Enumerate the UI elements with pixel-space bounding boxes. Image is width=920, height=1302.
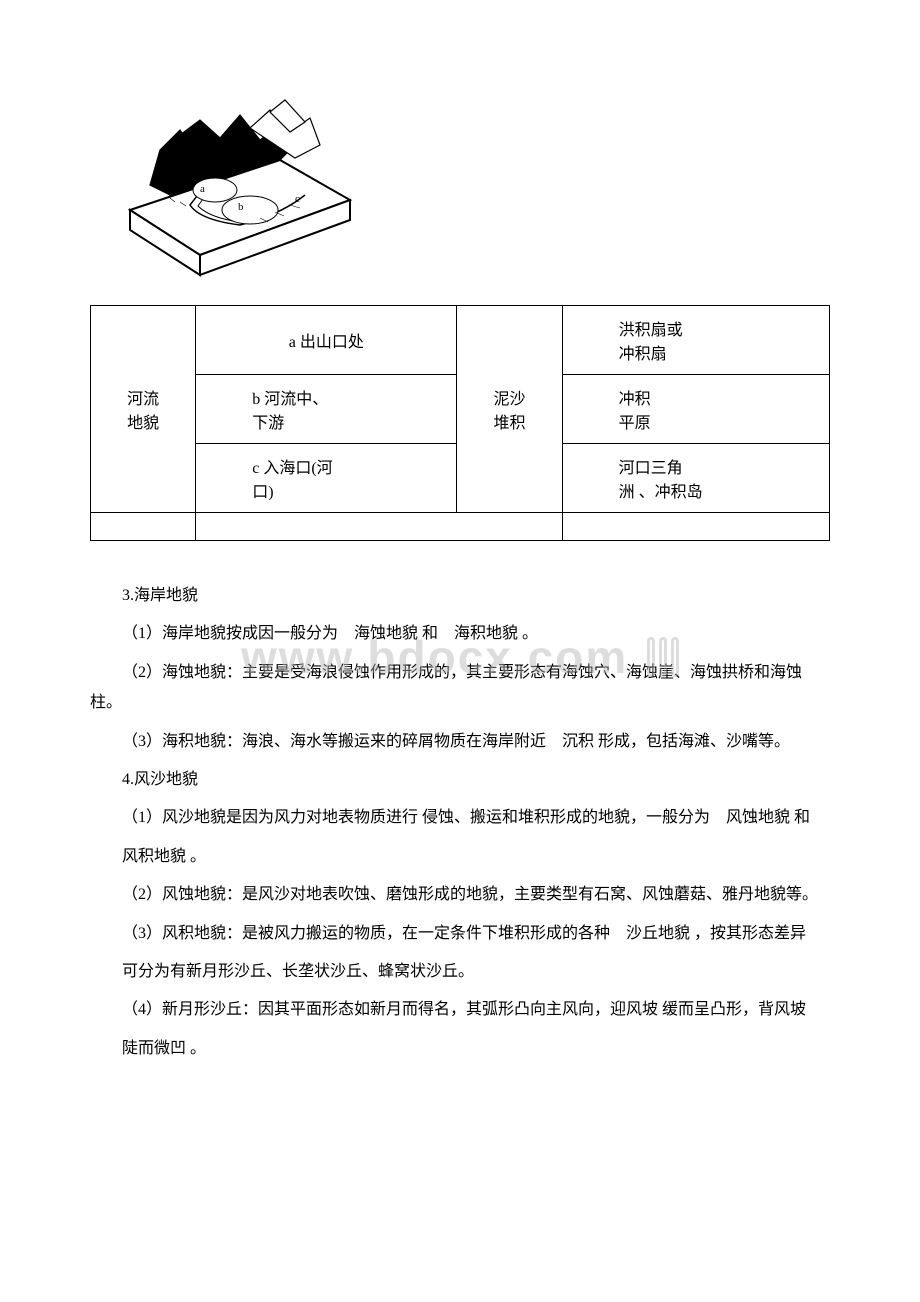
col-landform-type: 河流 地貌 xyxy=(91,306,196,513)
cell-location-b: b 河流中、 下游 xyxy=(196,375,457,444)
cell-text: 洲 、冲积岛 xyxy=(619,484,703,501)
section3-p3: （3）海积地貌：海浪、海水等搬运来的碎屑物质在海岸附近 沉积 形成，包括海滩、沙… xyxy=(90,727,830,757)
cell-text: 河流 xyxy=(127,391,159,408)
cell-text: a 出山口处 xyxy=(289,334,364,351)
section4-p4a: （4）新月形沙丘：因其平面形态如新月而得名，其弧形凸向主风向，迎风坡 缓而呈凸形… xyxy=(90,995,830,1025)
section3-p2: （2）海蚀地貌：主要是受海浪侵蚀作用形成的，其主要形态有海蚀穴、海蚀崖、海蚀拱桥… xyxy=(90,658,830,719)
cell-result-b: 冲积 平原 xyxy=(562,375,829,444)
section4-p1a: （1）风沙地貌是因为风力对地表物质进行 侵蚀、搬运和堆积形成的地貌，一般分为 风… xyxy=(90,803,830,833)
cell-text: 平原 xyxy=(619,415,651,432)
section4-p3a: （3）风积地貌：是被风力搬运的物质，在一定条件下堆积形成的各种 沙丘地貌 ，按其… xyxy=(90,919,830,949)
empty-cell xyxy=(196,513,562,541)
section3-p1: （1）海岸地貌按成因一般分为 海蚀地貌 和 海积地貌 。 xyxy=(90,619,830,649)
cell-text: 堆积 xyxy=(493,415,525,432)
cell-text: 地貌 xyxy=(127,415,159,432)
section4-p4b: 陡而微凹 。 xyxy=(90,1034,830,1064)
cell-text: 河口三角 xyxy=(619,460,683,477)
section4-p2: （2）风蚀地貌：是风沙对地表吹蚀、磨蚀形成的地貌，主要类型有石窝、风蚀蘑菇、雅丹… xyxy=(90,880,830,910)
cell-location-c: c 入海口(河 口) xyxy=(196,444,457,513)
cell-result-c: 河口三角 洲 、冲积岛 xyxy=(562,444,829,513)
svg-text:a: a xyxy=(200,183,205,195)
cell-text: 洪积扇或 xyxy=(619,322,683,339)
empty-cell xyxy=(562,513,829,541)
cell-location-a: a 出山口处 xyxy=(196,306,457,375)
col-process: 泥沙 堆积 xyxy=(457,306,562,513)
cell-text: 冲积 xyxy=(619,391,651,408)
section4-p3b: 可分为有新月形沙丘、长垄状沙丘、蜂窝状沙丘。 xyxy=(90,957,830,987)
river-landform-table: 河流 地貌 a 出山口处 泥沙 堆积 洪积扇或 冲积扇 b 河流中、 下游 冲积… xyxy=(90,305,830,541)
svg-text:c: c xyxy=(295,193,300,205)
section3-heading: 3.海岸地貌 xyxy=(90,581,830,611)
river-block-diagram: a b c xyxy=(110,90,830,285)
cell-text: b 河流中、 xyxy=(252,391,328,408)
cell-text: 下游 xyxy=(252,415,284,432)
cell-text: 冲积扇 xyxy=(619,346,667,363)
section4-p1b: 风积地貌 。 xyxy=(90,842,830,872)
empty-cell xyxy=(91,513,196,541)
cell-text: 口) xyxy=(252,484,273,501)
cell-text: c 入海口(河 xyxy=(252,460,332,477)
svg-text:b: b xyxy=(238,201,244,213)
cell-text: 泥沙 xyxy=(493,391,525,408)
cell-result-a: 洪积扇或 冲积扇 xyxy=(562,306,829,375)
section4-heading: 4.风沙地貌 xyxy=(90,765,830,795)
